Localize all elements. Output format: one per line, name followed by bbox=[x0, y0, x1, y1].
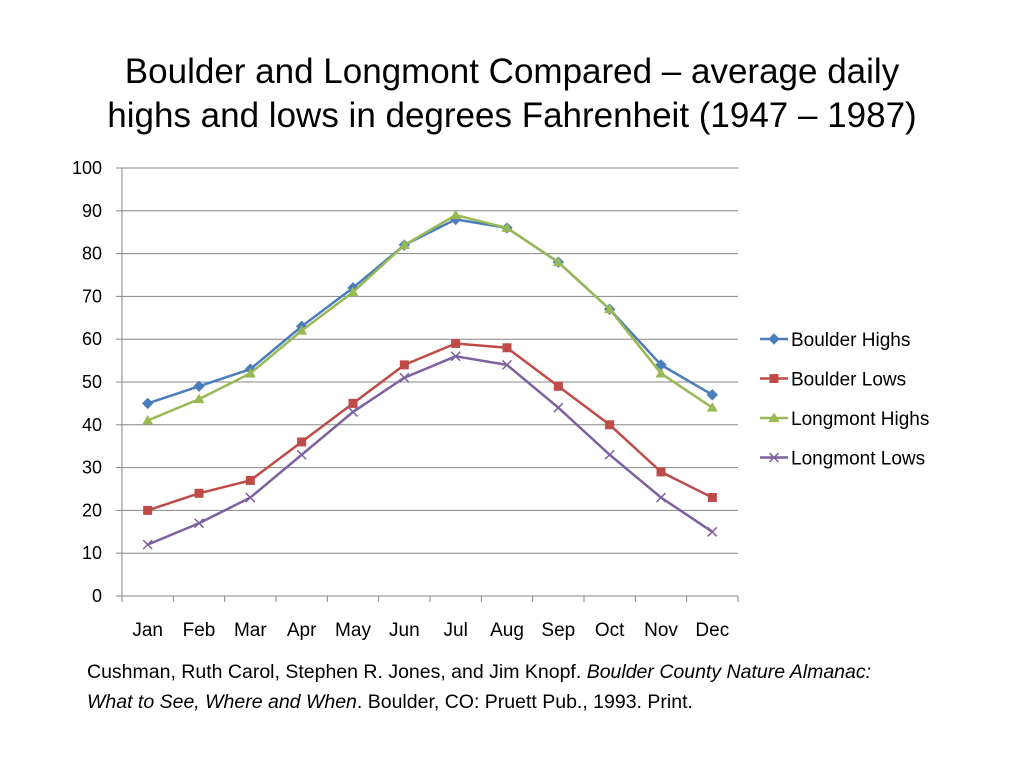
data-point-longmont-highs bbox=[552, 256, 564, 267]
data-point-boulder-highs bbox=[706, 389, 719, 401]
legend-item-longmont-highs: Longmont Highs bbox=[760, 409, 929, 430]
series-line-longmont-highs bbox=[147, 213, 714, 422]
series-line-boulder-highs bbox=[147, 218, 713, 405]
data-point-boulder-lows bbox=[245, 475, 255, 485]
citation: Cushman, Ruth Carol, Stephen R. Jones, a… bbox=[87, 657, 907, 717]
y-tick-label: 0 bbox=[92, 586, 102, 606]
x-tick-label-aug: Aug bbox=[490, 620, 524, 641]
y-tick-label: 70 bbox=[82, 286, 102, 306]
legend-label: Longmont Lows bbox=[791, 449, 925, 470]
legend-label: Boulder Lows bbox=[791, 370, 906, 391]
data-point-longmont-highs bbox=[244, 367, 256, 378]
y-tick-label: 30 bbox=[82, 458, 102, 478]
x-tick-label-dec: Dec bbox=[695, 620, 729, 641]
y-tick-label: 60 bbox=[82, 329, 102, 349]
data-point-longmont-highs bbox=[655, 367, 667, 378]
legend-marker-longmont-highs bbox=[768, 412, 780, 422]
data-point-longmont-highs bbox=[398, 239, 410, 250]
data-point-boulder-lows bbox=[143, 505, 153, 515]
data-point-longmont-highs bbox=[604, 303, 616, 314]
data-point-longmont-lows bbox=[347, 406, 359, 417]
y-tick-label: 10 bbox=[82, 543, 102, 563]
citation-authors: Cushman, Ruth Carol, Stephen R. Jones, a… bbox=[87, 661, 587, 683]
data-point-longmont-lows bbox=[450, 351, 461, 362]
citation-publisher: . Boulder, CO: Pruett Pub., 1993. Print. bbox=[356, 691, 693, 713]
data-point-longmont-highs bbox=[501, 222, 513, 232]
series-line-boulder-lows bbox=[147, 342, 713, 512]
citation-book-title: Boulder County Nature Almanac: What to S… bbox=[87, 661, 872, 713]
x-tick-label-may: May bbox=[335, 620, 371, 641]
x-tick-label-jun: Jun bbox=[389, 620, 420, 641]
x-tick-label-sep: Sep bbox=[541, 620, 575, 641]
y-tick-label: 100 bbox=[72, 158, 102, 178]
x-tick-label-apr: Apr bbox=[287, 620, 317, 641]
x-tick-label-mar: Mar bbox=[234, 620, 267, 641]
data-point-longmont-lows bbox=[553, 402, 564, 413]
y-tick-label: 40 bbox=[82, 415, 102, 435]
data-point-longmont-highs bbox=[142, 415, 154, 425]
y-tick-label: 80 bbox=[82, 244, 102, 264]
legend-label: Boulder Highs bbox=[791, 330, 910, 351]
data-point-boulder-lows bbox=[553, 381, 563, 391]
data-point-longmont-highs bbox=[193, 393, 205, 404]
data-point-longmont-highs bbox=[347, 286, 359, 297]
data-point-boulder-lows bbox=[399, 360, 409, 370]
data-point-longmont-highs bbox=[450, 209, 462, 220]
legend-item-boulder-lows: Boulder Lows bbox=[760, 370, 906, 391]
line-chart: 0 10 20 30 40 50 60 70 80 90 100 Jan Feb Mar Apr May Jun… bbox=[72, 158, 929, 641]
data-point-boulder-lows bbox=[194, 488, 204, 498]
chart-title-line-1: Boulder and Longmont Compared – average … bbox=[124, 52, 900, 91]
x-tick-label-nov: Nov bbox=[644, 620, 678, 641]
data-point-boulder-highs bbox=[193, 380, 205, 392]
legend-label: Longmont Highs bbox=[791, 409, 929, 430]
data-point-longmont-lows bbox=[399, 372, 410, 383]
data-point-longmont-lows bbox=[193, 518, 205, 529]
data-point-boulder-lows bbox=[605, 420, 615, 430]
y-tick-label: 20 bbox=[82, 500, 102, 520]
data-point-boulder-lows bbox=[707, 493, 717, 503]
data-point-boulder-lows bbox=[451, 338, 461, 348]
x-tick-label-jul: Jul bbox=[444, 620, 468, 641]
x-tick-label-jan: Jan bbox=[132, 620, 163, 641]
chart-title-line-2: highs and lows in degrees Fahrenheit (19… bbox=[107, 96, 917, 135]
series-line-longmont-lows bbox=[147, 355, 714, 546]
data-point-longmont-highs bbox=[706, 402, 718, 412]
data-point-longmont-lows bbox=[707, 526, 718, 537]
data-point-boulder-highs bbox=[141, 397, 154, 410]
legend-marker-boulder-lows bbox=[769, 374, 779, 383]
legend-item-longmont-lows: Longmont Lows bbox=[760, 449, 925, 470]
legend-item-boulder-highs: Boulder Highs bbox=[760, 330, 910, 351]
chart-title: Boulder and Longmont Compared – average … bbox=[40, 50, 984, 138]
data-point-boulder-lows bbox=[348, 398, 358, 408]
data-point-longmont-lows bbox=[245, 492, 256, 503]
data-point-longmont-lows bbox=[142, 539, 153, 550]
legend-marker-boulder-highs bbox=[768, 333, 780, 345]
data-point-longmont-lows bbox=[296, 449, 307, 460]
data-point-longmont-highs bbox=[296, 325, 308, 335]
x-tick-label-feb: Feb bbox=[183, 620, 216, 641]
y-tick-label: 90 bbox=[82, 201, 102, 221]
data-point-longmont-lows bbox=[501, 359, 513, 370]
data-point-longmont-lows bbox=[604, 449, 615, 460]
data-point-longmont-lows bbox=[655, 492, 667, 503]
data-point-boulder-lows bbox=[656, 467, 666, 477]
x-tick-label-oct: Oct bbox=[595, 620, 625, 641]
legend-marker-longmont-lows bbox=[768, 452, 780, 463]
y-tick-label: 50 bbox=[82, 372, 102, 392]
data-point-boulder-lows bbox=[502, 343, 512, 353]
data-point-boulder-lows bbox=[297, 437, 307, 447]
